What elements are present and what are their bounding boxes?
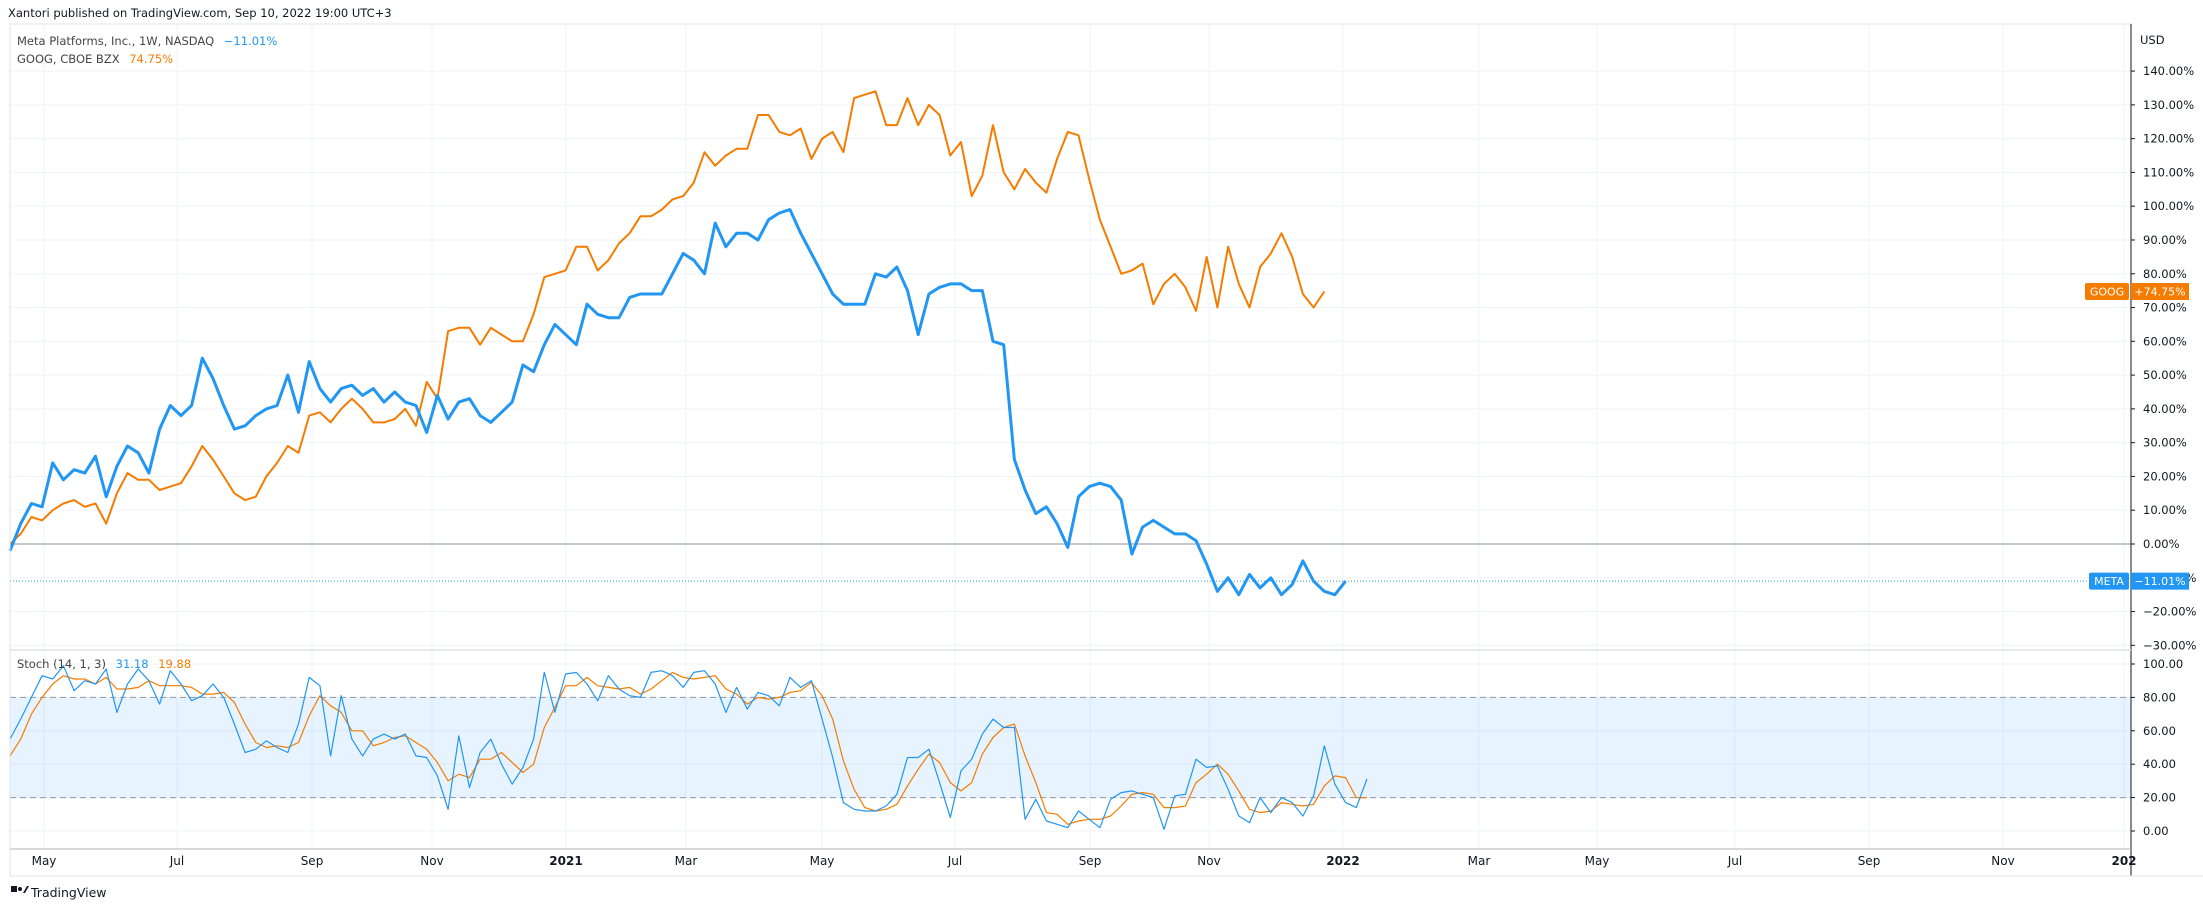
legend-stoch-k: 31.18	[116, 657, 149, 671]
main-price-axis[interactable]: −30.00%−20.00%−10.00%0.00%10.00%20.00%30…	[2131, 64, 2197, 652]
main-ytick-label-12: 90.00%	[2143, 233, 2187, 247]
time-axis[interactable]: May Jul Sep Nov 2021 Mar May Jul Sep Nov 2022 Mar Ma…	[32, 854, 2137, 868]
time-axis-label-5: Mar	[675, 854, 698, 868]
time-axis-label-14: Sep	[1858, 854, 1881, 868]
time-axis-label-8: Sep	[1079, 854, 1102, 868]
time-axis-label-9: Nov	[1197, 854, 1220, 868]
goog-badge-value: +74.75%	[2134, 285, 2185, 298]
stoch-value-axis[interactable]: 0.00 20.00 40.00 60.00 80.00 100.00	[2131, 657, 2183, 838]
stoch-ytick-label-4: 80.00	[2143, 690, 2176, 704]
main-ytick-label-10: 70.00%	[2143, 301, 2187, 315]
time-axis-label-15: Nov	[1991, 854, 2014, 868]
goog-price-badge: GOOG +74.75%	[2085, 282, 2189, 300]
main-ytick-label-13: 100.00%	[2143, 199, 2194, 213]
main-ytick-label-1: −20.00%	[2143, 605, 2197, 619]
goog-series-line	[9, 90, 1326, 545]
legend-meta-name: Meta Platforms, Inc., 1W, NASDAQ	[17, 34, 214, 48]
stoch-d-line	[9, 671, 1368, 825]
main-ytick-label-16: 130.00%	[2143, 98, 2194, 112]
main-ytick-label-0: −30.00%	[2143, 638, 2197, 652]
time-axis-label-12: May	[1585, 854, 1610, 868]
main-ytick-label-5: 20.00%	[2143, 469, 2187, 483]
svg-text:Meta Platforms, Inc., 1W, NASD: Meta Platforms, Inc., 1W, NASDAQ −11.01%	[17, 34, 277, 48]
legend-stoch[interactable]: Stoch (14, 1, 3) 31.18 19.88	[17, 657, 191, 671]
stoch-ytick-label-1: 20.00	[2143, 791, 2176, 805]
main-ytick-label-11: 80.00%	[2143, 267, 2187, 281]
legend-series1[interactable]: Meta Platforms, Inc., 1W, NASDAQ −11.01%	[17, 34, 277, 48]
time-axis-label-3: Nov	[420, 854, 443, 868]
time-axis-label-11: Mar	[1468, 854, 1491, 868]
time-axis-label-13: Jul	[1727, 854, 1742, 868]
time-axis-label-0: May	[32, 854, 57, 868]
time-axis-label-2: Sep	[301, 854, 324, 868]
time-axis-label-10: 2022	[1326, 854, 1359, 868]
legend-stoch-name: Stoch (14, 1, 3)	[17, 657, 106, 671]
stoch-ytick-label-2: 40.00	[2143, 757, 2176, 771]
main-ytick-label-6: 30.00%	[2143, 436, 2187, 450]
legend-series2[interactable]: GOOG, CBOE BZX 74.75%	[17, 52, 173, 66]
meta-price-badge: META −11.01%	[2089, 572, 2189, 590]
stoch-ytick-label-3: 60.00	[2143, 724, 2176, 738]
main-ytick-label-8: 50.00%	[2143, 368, 2187, 382]
publish-header: Xantori published on TradingView.com, Se…	[8, 6, 392, 20]
tradingview-logo-icon	[11, 886, 29, 893]
main-ytick-label-15: 120.00%	[2143, 132, 2194, 146]
goog-badge-symbol: GOOG	[2090, 285, 2124, 298]
meta-badge-symbol: META	[2094, 575, 2124, 588]
legend-stoch-d: 19.88	[158, 657, 191, 671]
time-axis-label-7: Jul	[947, 854, 962, 868]
meta-badge-value: −11.01%	[2134, 575, 2185, 588]
time-axis-label-4: 2021	[549, 854, 582, 868]
main-ytick-label-7: 40.00%	[2143, 402, 2187, 416]
stoch-ytick-label-0: 0.00	[2143, 824, 2169, 838]
meta-series-line	[8, 208, 1347, 597]
main-ytick-label-14: 110.00%	[2143, 165, 2194, 179]
svg-text:Stoch (14, 1, 3) 31.18: Stoch (14, 1, 3) 31.18 19.88	[17, 657, 191, 671]
stoch-band-fill	[10, 697, 2131, 798]
main-ytick-label-4: 10.00%	[2143, 503, 2187, 517]
currency-label: USD	[2140, 33, 2165, 47]
main-ytick-label-9: 60.00%	[2143, 334, 2187, 348]
main-ytick-label-17: 140.00%	[2143, 64, 2194, 78]
tradingview-logo[interactable]: TradingView	[11, 885, 107, 900]
time-axis-label-16: 202	[2111, 854, 2136, 868]
legend-goog-change: 74.75%	[129, 52, 173, 66]
time-axis-label-6: May	[810, 854, 835, 868]
main-ytick-label-3: 0.00%	[2143, 537, 2180, 551]
stoch-ytick-label-5: 100.00	[2143, 657, 2183, 671]
tradingview-brand: TradingView	[30, 885, 107, 900]
main-pane-grid	[10, 24, 2131, 650]
stoch-k-line	[9, 665, 1368, 830]
svg-text:GOOG, CBOE BZX 74.75%: GOOG, CBOE BZX 74.75%	[17, 52, 173, 66]
legend-meta-change: −11.01%	[224, 34, 278, 48]
legend-goog-name: GOOG, CBOE BZX	[17, 52, 120, 66]
time-axis-label-1: Jul	[169, 854, 184, 868]
